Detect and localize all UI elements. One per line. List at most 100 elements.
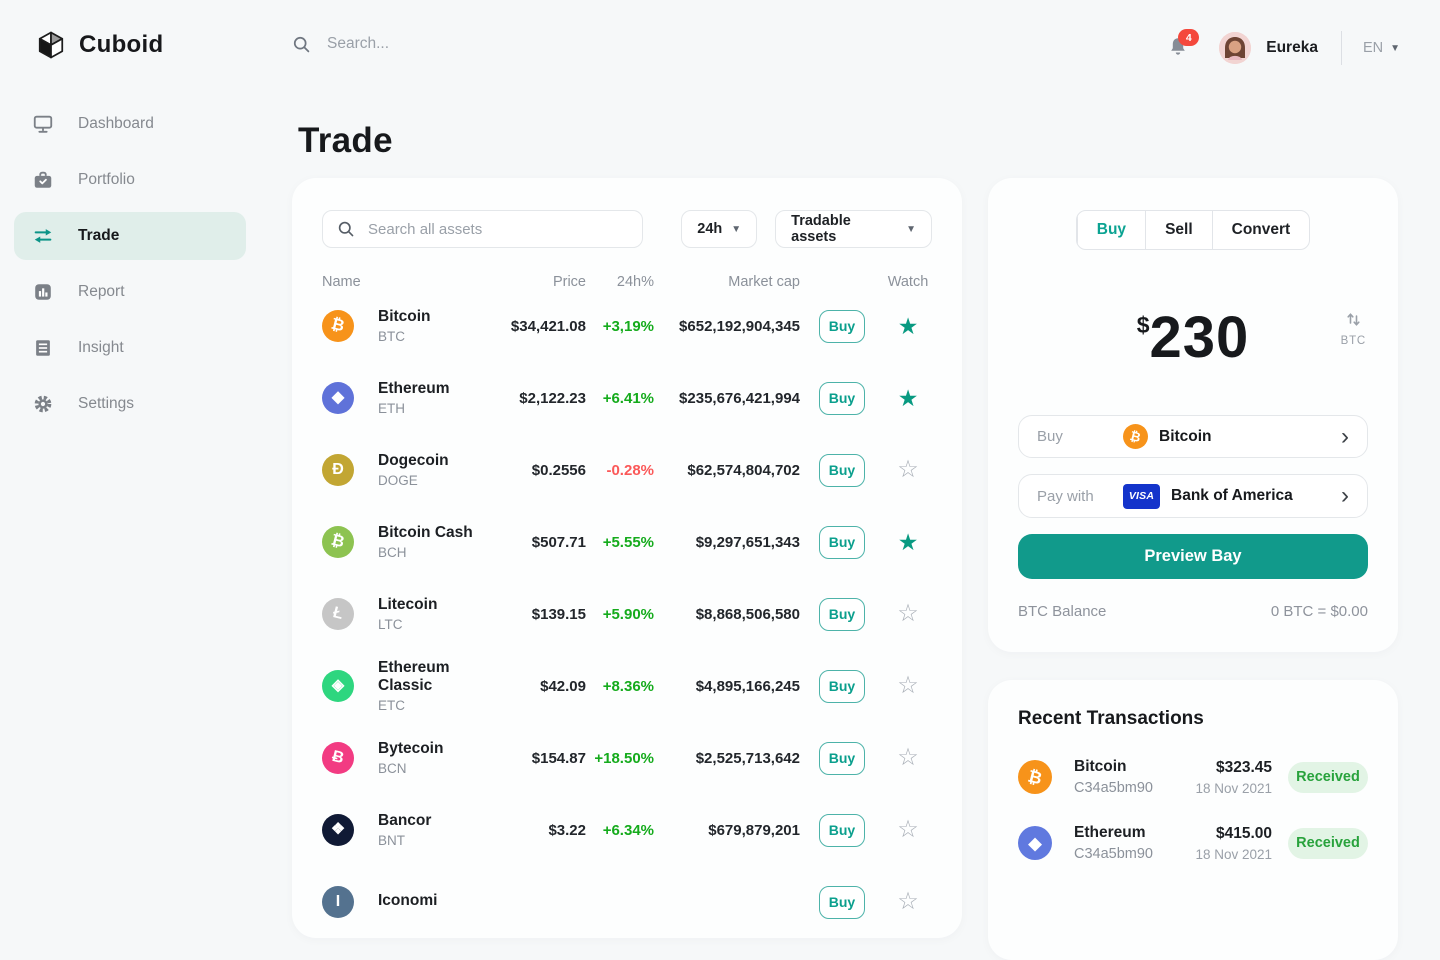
table-row[interactable]: Ł Litecoin LTC $139.15 +5.90% $8,868,506… <box>322 578 932 650</box>
notifications-button[interactable]: 4 <box>1166 29 1200 61</box>
topbar-divider <box>1340 31 1342 65</box>
asset-market-cap: $9,297,651,343 <box>695 533 800 551</box>
watch-star-icon[interactable]: ☆ <box>897 600 919 627</box>
asset-market-cap: $235,676,421,994 <box>679 389 800 407</box>
currency-symbol: $ <box>1136 311 1150 338</box>
transaction-date: 18 Nov 2021 <box>1195 780 1272 796</box>
trade-tab[interactable]: Convert <box>1211 211 1310 249</box>
language-label: EN <box>1362 40 1384 56</box>
bytecoin-icon: Ƀ <box>322 742 354 774</box>
language-selector[interactable]: EN ▼ <box>1363 40 1400 56</box>
table-row[interactable]: ₿ Bitcoin Cash BCH $507.71 +5.55% $9,297… <box>322 506 932 578</box>
sidebar-item-report[interactable]: Report <box>14 268 246 316</box>
chevron-right-icon: › <box>1341 422 1349 450</box>
sidebar-item-portfolio[interactable]: Portfolio <box>14 156 246 204</box>
table-row[interactable]: ◈ Ethereum Classic ETC $42.09 +8.36% $4,… <box>322 650 932 722</box>
insight-icon <box>32 337 54 359</box>
brand-logo[interactable]: Cuboid <box>36 30 163 60</box>
buy-button[interactable]: Buy <box>819 381 865 415</box>
search-icon <box>337 220 355 238</box>
asset-change: +6.34% <box>602 821 654 839</box>
bitcoin-cash-icon: ₿ <box>322 526 354 558</box>
trade-tab[interactable]: Buy <box>1076 211 1145 249</box>
amount-display[interactable]: $ 230 BTC <box>1018 307 1368 369</box>
buy-button[interactable]: Buy <box>819 309 865 343</box>
buy-button[interactable]: Buy <box>819 525 865 559</box>
sidebar: Dashboard Portfolio Trade <box>0 100 260 436</box>
asset-change: +3,19% <box>602 317 654 335</box>
asset-price: $34,421.08 <box>510 317 586 335</box>
asset-name: Bitcoin <box>378 308 431 325</box>
preview-buy-button[interactable]: Preview Bay <box>1018 534 1368 579</box>
asset-name: Litecoin <box>378 596 438 613</box>
asset-symbol: LTC <box>378 617 403 632</box>
timeframe-select[interactable]: 24h ▼ <box>681 210 758 248</box>
asset-table-body: ₿ Bitcoin BTC $34,421.08 +3,19% $652,192… <box>322 290 932 938</box>
asset-list-card: 24h ▼ Tradable assets ▼ Name Price 24h% … <box>292 178 962 938</box>
watch-star-icon[interactable]: ☆ <box>897 744 919 771</box>
balance-label: BTC Balance <box>1018 602 1107 620</box>
bitcoin-icon: ₿ <box>1018 760 1052 794</box>
sidebar-item-label: Insight <box>78 339 124 356</box>
search-icon <box>292 35 311 54</box>
asset-symbol: BCN <box>378 761 407 776</box>
watch-star-icon[interactable]: ★ <box>897 528 919 555</box>
buy-button[interactable]: Buy <box>819 885 865 919</box>
bitcoin-icon: ₿ <box>322 310 354 342</box>
trade-tab[interactable]: Sell <box>1145 211 1212 249</box>
global-search[interactable] <box>292 34 549 54</box>
ethereum-icon: ◆ <box>322 382 354 414</box>
table-row[interactable]: ₿ Bitcoin BTC $34,421.08 +3,19% $652,192… <box>322 290 932 362</box>
transaction-row[interactable]: ◆ Ethereum C34a5bm90 $415.00 18 Nov 2021… <box>1018 824 1368 862</box>
asset-price: $507.71 <box>531 533 586 551</box>
payment-method-select[interactable]: Pay with VISA Bank of America › <box>1018 474 1368 519</box>
asset-symbol: ETC <box>378 698 405 713</box>
asset-search-input[interactable] <box>366 219 629 239</box>
status-badge: Received <box>1288 827 1368 859</box>
buy-button[interactable]: Buy <box>819 597 865 631</box>
table-row[interactable]: ❖ Bancor BNT $3.22 +6.34% $679,879,201 B… <box>322 794 932 866</box>
watch-star-icon[interactable]: ☆ <box>897 888 919 915</box>
watch-star-icon[interactable]: ★ <box>897 312 919 339</box>
payment-method-name: Bank of America <box>1171 487 1293 505</box>
notification-badge: 4 <box>1178 29 1200 46</box>
global-search-input[interactable] <box>325 34 549 54</box>
asset-name: Bancor <box>378 812 432 829</box>
table-row[interactable]: ◆ Ethereum ETH $2,122.23 +6.41% $235,676… <box>322 362 932 434</box>
asset-filter-value: Tradable assets <box>791 213 851 245</box>
asset-name: Dogecoin <box>378 452 449 469</box>
buy-asset-select[interactable]: Buy ₿ Bitcoin › <box>1018 414 1368 459</box>
buy-button[interactable]: Buy <box>819 453 865 487</box>
litecoin-icon: Ł <box>322 598 354 630</box>
unit-box[interactable]: BTC <box>1341 312 1366 347</box>
buy-button[interactable]: Buy <box>819 669 865 703</box>
visa-card-icon: VISA <box>1123 483 1160 509</box>
chevron-right-icon: › <box>1341 482 1349 510</box>
portfolio-icon <box>32 169 54 191</box>
buy-asset-name: Bitcoin <box>1159 427 1212 445</box>
dashboard-icon <box>32 113 54 135</box>
asset-market-cap: $62,574,804,702 <box>687 461 800 479</box>
sidebar-item-trade[interactable]: Trade <box>14 212 246 260</box>
watch-star-icon[interactable]: ☆ <box>897 456 919 483</box>
table-row[interactable]: Ƀ Bytecoin BCN $154.87 +18.50% $2,525,71… <box>322 722 932 794</box>
watch-star-icon[interactable]: ★ <box>897 384 919 411</box>
asset-search[interactable] <box>322 210 644 248</box>
chevron-down-icon: ▼ <box>906 223 916 235</box>
table-row[interactable]: I Iconomi Buy ☆ <box>322 866 932 938</box>
asset-market-cap: $8,868,506,580 <box>695 605 800 623</box>
avatar[interactable] <box>1219 32 1252 64</box>
table-row[interactable]: Ð Dogecoin DOGE $0.2556 -0.28% $62,574,8… <box>322 434 932 506</box>
sidebar-item-dashboard[interactable]: Dashboard <box>14 100 246 148</box>
buy-button[interactable]: Buy <box>819 813 865 847</box>
sidebar-item-insight[interactable]: Insight <box>14 324 246 372</box>
watch-star-icon[interactable]: ☆ <box>897 816 919 843</box>
buy-button[interactable]: Buy <box>819 741 865 775</box>
asset-market-cap: $2,525,713,642 <box>695 749 800 767</box>
transaction-row[interactable]: ₿ Bitcoin C34a5bm90 $323.45 18 Nov 2021 … <box>1018 758 1368 796</box>
asset-filter-select[interactable]: Tradable assets ▼ <box>775 210 932 248</box>
sidebar-item-settings[interactable]: Settings <box>14 380 246 428</box>
transaction-asset: Bitcoin <box>1074 758 1127 775</box>
transaction-date: 18 Nov 2021 <box>1195 846 1272 862</box>
watch-star-icon[interactable]: ☆ <box>897 672 919 699</box>
